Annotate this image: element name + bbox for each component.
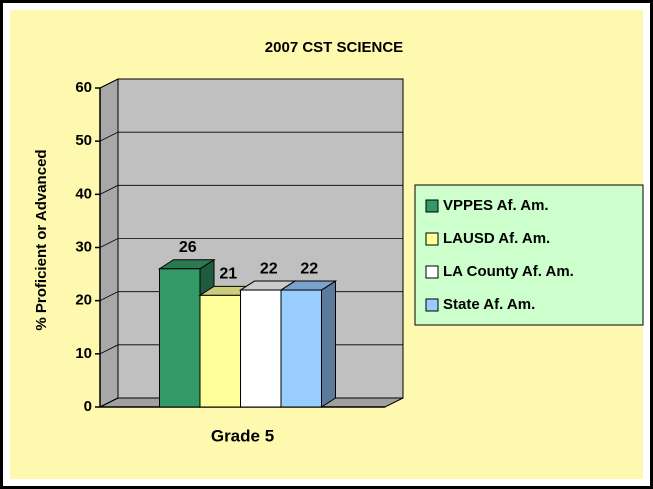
legend-label: VPPES Af. Am. xyxy=(443,197,549,214)
y-tick-label: 10 xyxy=(75,345,92,362)
bar xyxy=(240,289,282,408)
legend-box xyxy=(414,184,644,326)
value-label: 21 xyxy=(219,266,237,283)
y-tick-label: 30 xyxy=(75,238,92,255)
legend-label: LAUSD Af. Am. xyxy=(443,230,550,247)
value-label: 22 xyxy=(260,260,278,277)
legend-label: LA County Af. Am. xyxy=(443,263,574,280)
legend-swatch xyxy=(425,199,439,213)
legend-swatch xyxy=(425,232,439,246)
legend-swatch xyxy=(425,298,439,312)
legend-label: State Af. Am. xyxy=(443,296,535,313)
bar xyxy=(199,294,241,408)
grid-line xyxy=(99,78,403,89)
y-tick-label: 60 xyxy=(75,79,92,96)
value-label: 26 xyxy=(179,239,197,256)
bar-side xyxy=(321,280,336,408)
grid-line xyxy=(99,131,403,142)
bar xyxy=(159,268,201,408)
value-label: 22 xyxy=(300,260,318,277)
chart-title: 2007 CST SCIENCE xyxy=(265,39,403,56)
x-tick-label: Grade 5 xyxy=(211,426,274,445)
y-axis-label: % Proficient or Advanced xyxy=(33,149,50,330)
legend-swatch xyxy=(425,265,439,279)
y-tick-label: 20 xyxy=(75,292,92,309)
grid-line xyxy=(99,238,403,248)
bar xyxy=(280,289,322,408)
y-tick-label: 50 xyxy=(75,132,92,149)
y-tick-label: 40 xyxy=(75,185,92,202)
y-tick-label: 0 xyxy=(84,398,92,415)
grid-line xyxy=(99,184,403,195)
